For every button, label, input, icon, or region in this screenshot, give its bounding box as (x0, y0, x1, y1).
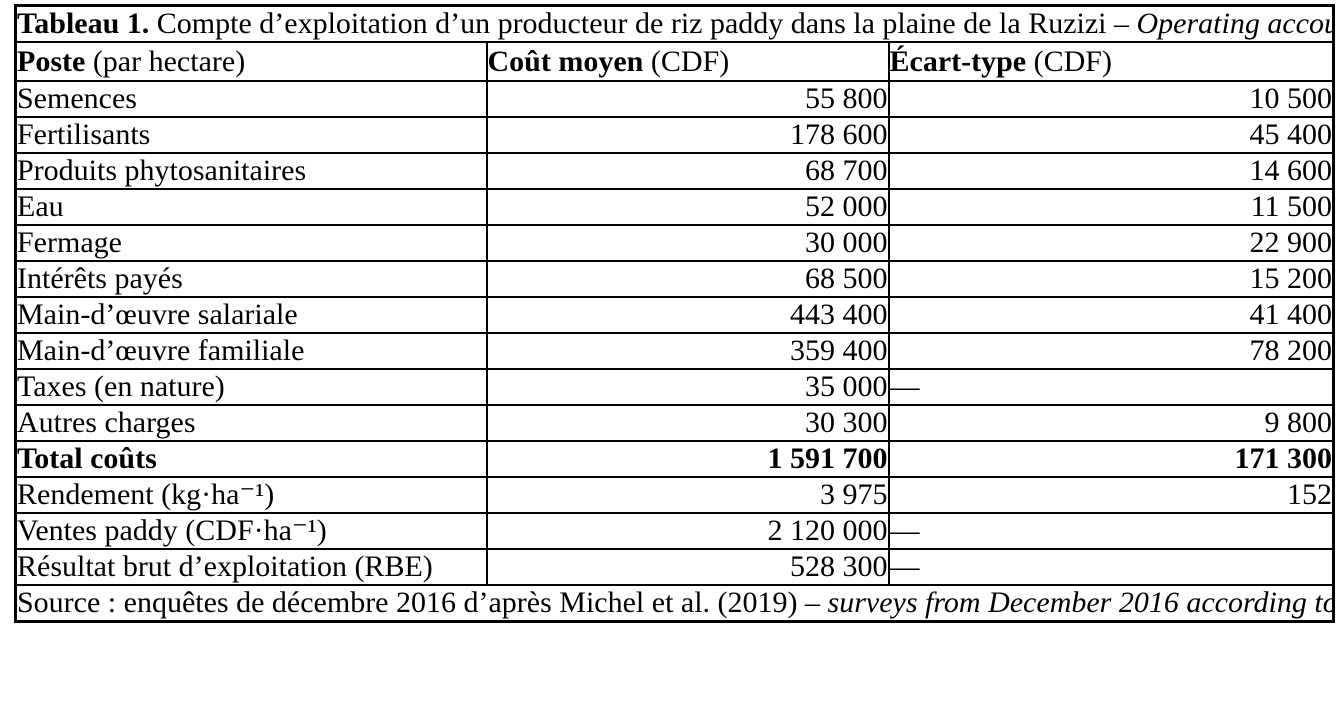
std-value: 22 900 (887, 224, 1335, 262)
header-bold-text: Poste (17, 44, 86, 78)
cost-value: 55 800 (485, 80, 890, 118)
caption-table-number: Tableau 1. (17, 7, 150, 40)
cost-value: 359 400 (485, 332, 890, 370)
table-caption: Tableau 1. Compte d’exploitation d’un pr… (14, 4, 1335, 43)
table-row-taxes: Taxes (en nature) 35 000 — (14, 368, 1335, 406)
row-label: Total coûts (14, 440, 488, 478)
table-row-fermage: Fermage 30 000 22 900 (14, 224, 1335, 262)
table-row-ventes-paddy: Ventes paddy (CDF·ha⁻¹) 2 120 000 — (14, 512, 1335, 550)
header-rest-text: (CDF) (1026, 44, 1112, 78)
table-row-semences: Semences 55 800 10 500 (14, 80, 1335, 118)
header-bold-text: Écart-type (889, 44, 1027, 78)
cost-value: 30 300 (485, 404, 890, 442)
table-row-main-doeuvre-familiale: Main-d’œuvre familiale 359 400 78 200 (14, 332, 1335, 370)
caption-text-en: Operating account of a paddy rice produc… (1136, 7, 1332, 40)
table-row-eau: Eau 52 000 11 500 (14, 188, 1335, 226)
row-label: Produits phytosanitaires (14, 152, 488, 190)
table-row-fertilisants: Fertilisants 178 600 45 400 (14, 116, 1335, 154)
table-row-resultat-brut: Résultat brut d’exploitation (RBE) 528 3… (14, 548, 1335, 586)
std-value: 171 300 (887, 440, 1335, 478)
cost-value: 443 400 (485, 296, 890, 334)
source-row: Source : enquêtes de décembre 2016 d’apr… (14, 584, 1335, 623)
header-rest-text: (CDF) (643, 44, 730, 78)
row-label: Autres charges (14, 404, 488, 442)
cost-value: 3 975 (485, 476, 890, 514)
std-value: 15 200 (887, 260, 1335, 298)
cost-value: 528 300 (485, 548, 890, 586)
cost-value: 35 000 (485, 368, 890, 406)
header-rest-text: (par hectare) (85, 44, 246, 78)
std-value: 9 800 (887, 404, 1335, 442)
cost-value: 68 700 (485, 152, 890, 190)
header-row: Poste (par hectare) Coût moyen (CDF) Éca… (14, 41, 1335, 82)
caption-text-fr: Compte d’exploitation d’un producteur de… (149, 7, 1137, 40)
row-label: Rendement (kg·ha⁻¹) (14, 476, 488, 514)
table-row-rendement: Rendement (kg·ha⁻¹) 3 975 152 (14, 476, 1335, 514)
cost-value: 68 500 (485, 260, 890, 298)
cost-value: 1 591 700 (485, 440, 890, 478)
column-header-ecart-type: Écart-type (CDF) (887, 41, 1335, 82)
std-value: 41 400 (887, 296, 1335, 334)
row-label: Fermage (14, 224, 488, 262)
row-label: Fertilisants (14, 116, 488, 154)
std-value-missing: — (887, 512, 1335, 550)
std-value: 14 600 (887, 152, 1335, 190)
cost-value: 30 000 (485, 224, 890, 262)
column-header-poste: Poste (par hectare) (14, 41, 488, 82)
row-label: Résultat brut d’exploitation (RBE) (14, 548, 488, 586)
std-value: 45 400 (887, 116, 1335, 154)
cost-value: 178 600 (485, 116, 890, 154)
table-row-main-doeuvre-salariale: Main-d’œuvre salariale 443 400 41 400 (14, 296, 1335, 334)
std-value-missing: — (887, 368, 1335, 406)
row-label: Main-d’œuvre familiale (14, 332, 488, 370)
row-label: Semences (14, 80, 488, 118)
header-bold-text: Coût moyen (487, 44, 644, 78)
cost-value: 52 000 (485, 188, 890, 226)
cost-value: 2 120 000 (485, 512, 890, 550)
table-row-total-couts: Total coûts 1 591 700 171 300 (14, 440, 1335, 478)
std-value: 152 (887, 476, 1335, 514)
row-label: Eau (14, 188, 488, 226)
row-label: Intérêts payés (14, 260, 488, 298)
row-label: Ventes paddy (CDF·ha⁻¹) (14, 512, 488, 550)
table-source-note: Source : enquêtes de décembre 2016 d’apr… (14, 584, 1335, 623)
table-row-autres-charges: Autres charges 30 300 9 800 (14, 404, 1335, 442)
column-header-cout-moyen: Coût moyen (CDF) (485, 41, 890, 82)
std-value: 10 500 (887, 80, 1335, 118)
std-value: 78 200 (887, 332, 1335, 370)
caption-row: Tableau 1. Compte d’exploitation d’un pr… (14, 4, 1335, 43)
table-row-interets-payes: Intérêts payés 68 500 15 200 (14, 260, 1335, 298)
table-row-produits-phytosanitaires: Produits phytosanitaires 68 700 14 600 (14, 152, 1335, 190)
std-value: 11 500 (887, 188, 1335, 226)
std-value-missing: — (887, 548, 1335, 586)
operating-account-table: Tableau 1. Compte d’exploitation d’un pr… (14, 4, 1335, 623)
source-text-fr: Source : enquêtes de décembre 2016 d’apr… (17, 586, 828, 619)
row-label: Taxes (en nature) (14, 368, 488, 406)
row-label: Main-d’œuvre salariale (14, 296, 488, 334)
source-text-en: surveys from December 2016 according to … (827, 586, 1332, 619)
